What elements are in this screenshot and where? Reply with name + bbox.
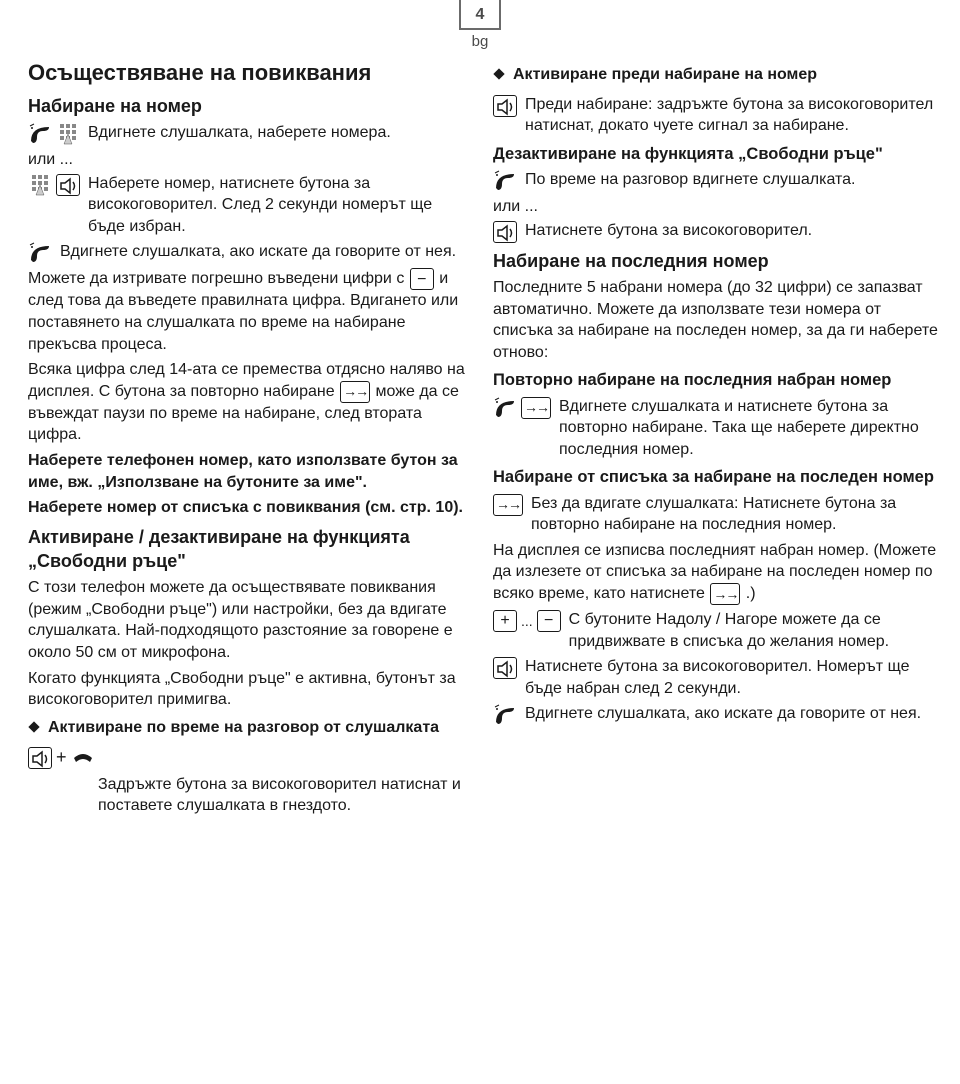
para-redial-pause: Всяка цифра след 14-ата се премества отд…: [28, 359, 473, 446]
redial-icon: →→: [493, 494, 523, 516]
redial-icon: →→: [340, 381, 370, 403]
plus-icon: +: [493, 610, 517, 632]
redial-icon: →→: [521, 397, 551, 419]
diamond-icon: [493, 68, 507, 80]
handset-icon: [493, 397, 517, 419]
bullet-text: Активиране по време на разговор от слуша…: [48, 717, 439, 739]
speaker-icon: [56, 174, 80, 196]
para-call-list: Наберете номер от списъка с повиквания (…: [28, 497, 473, 519]
step-text: Натиснете бутона за високоговорител. Ном…: [525, 656, 938, 699]
step-before-dial: Преди набиране: задръжте бутона за висок…: [493, 94, 938, 137]
main-title: Осъществяване на повиквания: [28, 58, 473, 88]
para-last5: Последните 5 набрани номера (до 32 цифри…: [493, 277, 938, 363]
step-hold-speaker-cradle: +: [28, 744, 473, 769]
keypad-icon: [56, 123, 80, 145]
handset-icon: [28, 242, 52, 264]
step-from-list: →→ Без да вдигате слушалката: Натиснете …: [493, 493, 938, 536]
step-press-speaker: Натиснете бутона за високоговорител. Ном…: [493, 656, 938, 699]
para-display-last: На дисплея се изписва последният набран …: [493, 540, 938, 605]
step-deact-lift: По време на разговор вдигнете слушалката…: [493, 169, 938, 192]
para-hf-desc: С този телефон можете да осъществявате п…: [28, 577, 473, 663]
minus-icon: −: [410, 268, 434, 290]
handset-icon: [493, 704, 517, 726]
step-text: Натиснете бутона за високоговорител.: [525, 220, 938, 242]
step-text: Задръжте бутона за високоговорител натис…: [98, 774, 473, 817]
step-dial-speaker: Наберете номер, натиснете бутона за висо…: [28, 173, 473, 238]
h2-dial: Набиране на номер: [28, 94, 473, 118]
para-name-button: Наберете телефонен номер, като използват…: [28, 450, 473, 493]
speaker-icon: [493, 221, 517, 243]
h3-redial-last: Повторно набиране на последния набран но…: [493, 369, 938, 391]
plus-symbol: +: [56, 745, 67, 769]
step-text: Преди набиране: задръжте бутона за висок…: [525, 94, 938, 137]
page-header: 4 bg: [459, 0, 501, 52]
handset-down-icon: [71, 747, 95, 769]
h2-handsfree: Активиране / дезактивиране на функцията …: [28, 525, 473, 574]
step-text: Без да вдигате слушалката: Натиснете бут…: [531, 493, 938, 536]
step-lift-dial: Вдигнете слушалката, наберете номера.: [28, 122, 473, 145]
step-nav-list: + ... − С бутоните Надолу / Нагоре может…: [493, 609, 938, 652]
dots: ...: [521, 612, 533, 631]
step-deact-speaker: Натиснете бутона за високоговорител.: [493, 220, 938, 243]
minus-icon: −: [537, 610, 561, 632]
handset-icon: [28, 123, 52, 145]
redial-icon: →→: [710, 583, 740, 605]
para-hf-blink: Когато функцията „Свободни ръце" е актив…: [28, 668, 473, 711]
h2-last-number: Набиране на последния номер: [493, 249, 938, 273]
step-text: Вдигнете слушалката, ако искате да говор…: [60, 241, 473, 263]
left-column: Осъществяване на повиквания Набиране на …: [28, 58, 473, 821]
bullet-activate-call: Активиране по време на разговор от слуша…: [28, 717, 473, 739]
step-text: Наберете номер, натиснете бутона за висо…: [88, 173, 473, 238]
page-number: 4: [459, 0, 501, 30]
or-text: или ...: [493, 196, 938, 218]
step-text: Вдигнете слушалката и натиснете бутона з…: [559, 396, 938, 461]
bullet-activate-before: Активиране преди набиране на номер: [493, 64, 938, 86]
diamond-icon: [28, 721, 42, 733]
bullet-text: Активиране преди набиране на номер: [513, 64, 817, 86]
handset-icon: [493, 170, 517, 192]
para-delete-digits: Можете да изтривате погрешно въведени ци…: [28, 268, 473, 355]
page-lang: bg: [459, 30, 501, 52]
h3-from-list: Набиране от списъка за набиране на после…: [493, 466, 938, 488]
step-lift-talk: Вдигнете слушалката, ако искате да говор…: [28, 241, 473, 264]
or-text: или ...: [28, 149, 473, 171]
speaker-icon: [493, 657, 517, 679]
keypad-icon: [28, 174, 52, 196]
step-lift-talk-2: Вдигнете слушалката, ако искате да говор…: [493, 703, 938, 726]
step-text: С бутоните Надолу / Нагоре можете да се …: [569, 609, 938, 652]
step-text: По време на разговор вдигнете слушалката…: [525, 169, 938, 191]
step-text: Вдигнете слушалката, ако искате да говор…: [525, 703, 938, 725]
speaker-icon: [493, 95, 517, 117]
step-redial-last: →→ Вдигнете слушалката и натиснете бутон…: [493, 396, 938, 461]
h3-deactivate: Дезактивиране на функцията „Свободни ръц…: [493, 143, 938, 165]
step-text: Вдигнете слушалката, наберете номера.: [88, 122, 473, 144]
right-column: Активиране преди набиране на номер Преди…: [493, 58, 938, 821]
speaker-icon: [28, 747, 52, 769]
